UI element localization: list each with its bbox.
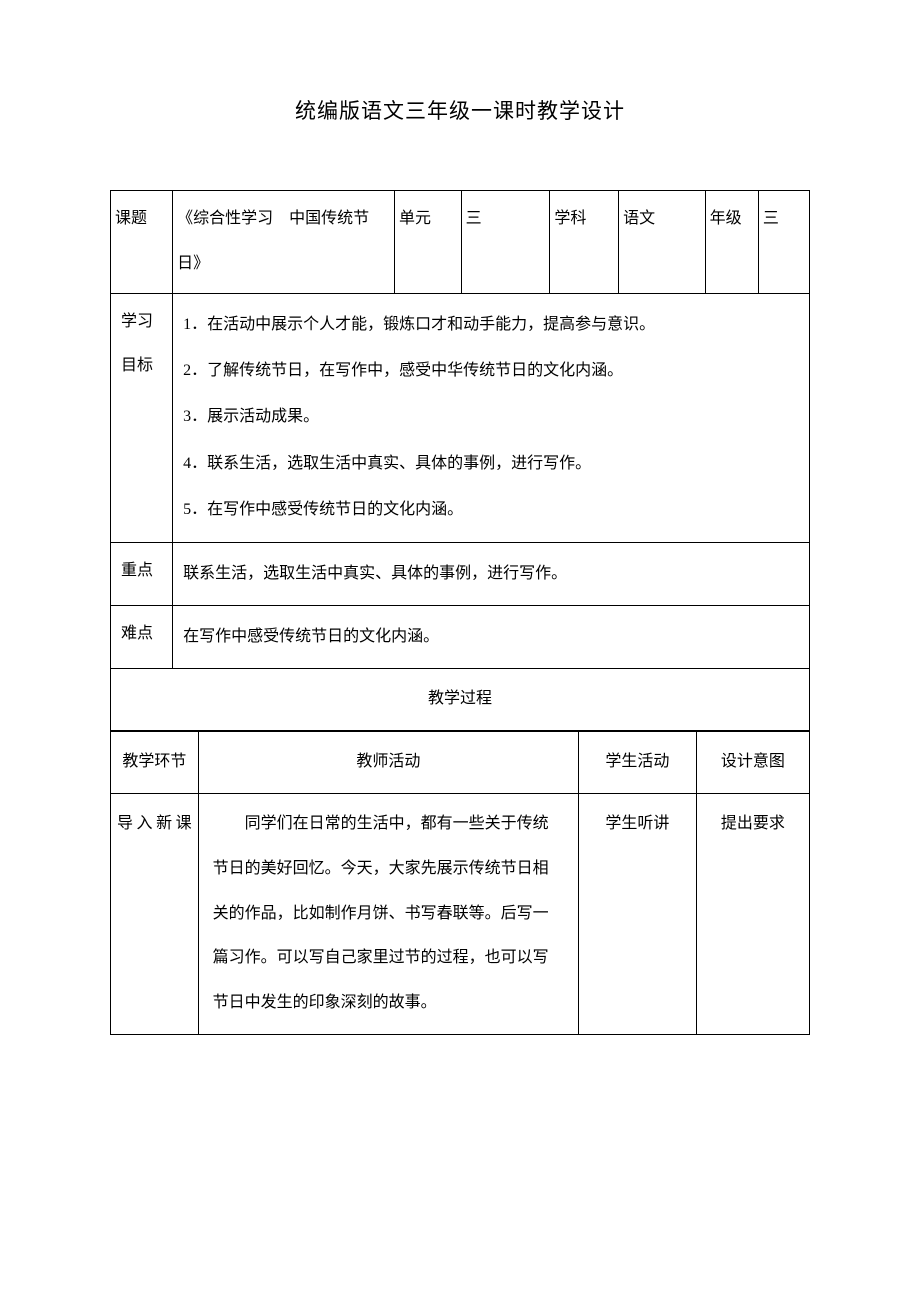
keypoint-label: 重点	[111, 542, 173, 605]
objective-item: 4．联系生活，选取生活中真实、具体的事例，进行写作。	[183, 441, 799, 487]
process-title-row: 教学过程	[111, 669, 810, 731]
difficulty-text: 在写作中感受传统节日的文化内涵。	[173, 605, 810, 668]
grade-label: 年级	[705, 191, 758, 294]
unit-value: 三	[461, 191, 550, 294]
topic-label: 课题	[111, 191, 173, 294]
unit-label: 单元	[395, 191, 462, 294]
objective-item: 5．在写作中感受传统节日的文化内涵。	[183, 487, 799, 533]
subject-label: 学科	[550, 191, 619, 294]
student-header: 学生活动	[579, 732, 697, 794]
objective-item: 3．展示活动成果。	[183, 394, 799, 440]
keypoint-row: 重点 联系生活，选取生活中真实、具体的事例，进行写作。	[111, 542, 810, 605]
teacher-activity-cell: 同学们在日常的生活中，都有一些关于传统节日的美好回忆。今天，大家先展示传统节日相…	[198, 793, 578, 1034]
student-activity-cell: 学生听讲	[579, 793, 697, 1034]
objective-item: 1．在活动中展示个人才能，锻炼口才和动手能力，提高参与意识。	[183, 302, 799, 348]
objective-item: 2．了解传统节日，在写作中，感受中华传统节日的文化内涵。	[183, 348, 799, 394]
stage-cell: 导入新课	[111, 793, 199, 1034]
intent-header: 设计意图	[696, 732, 809, 794]
topic-value: 《综合性学习 中国传统节日》	[173, 191, 395, 294]
keypoint-text: 联系生活，选取生活中真实、具体的事例，进行写作。	[173, 542, 810, 605]
subject-value: 语文	[619, 191, 706, 294]
intent-cell: 提出要求	[696, 793, 809, 1034]
objectives-label: 学习目标	[111, 293, 173, 542]
page-container: 统编版语文三年级一课时教学设计 课题 《综合性学习 中国传统节日》 单元 三 学…	[0, 0, 920, 1035]
process-title: 教学过程	[111, 669, 810, 731]
process-header-row: 教学环节 教师活动 学生活动 设计意图	[111, 732, 810, 794]
lesson-plan-table: 课题 《综合性学习 中国传统节日》 单元 三 学科 语文 年级 三 学习目标 1…	[110, 190, 810, 731]
difficulty-row: 难点 在写作中感受传统节日的文化内涵。	[111, 605, 810, 668]
teacher-header: 教师活动	[198, 732, 578, 794]
objectives-cell: 1．在活动中展示个人才能，锻炼口才和动手能力，提高参与意识。 2．了解传统节日，…	[173, 293, 810, 542]
objectives-row: 学习目标 1．在活动中展示个人才能，锻炼口才和动手能力，提高参与意识。 2．了解…	[111, 293, 810, 542]
difficulty-label: 难点	[111, 605, 173, 668]
process-row: 导入新课 同学们在日常的生活中，都有一些关于传统节日的美好回忆。今天，大家先展示…	[111, 793, 810, 1034]
page-title: 统编版语文三年级一课时教学设计	[110, 95, 810, 125]
stage-header: 教学环节	[111, 732, 199, 794]
header-row: 课题 《综合性学习 中国传统节日》 单元 三 学科 语文 年级 三	[111, 191, 810, 294]
grade-value: 三	[758, 191, 809, 294]
process-table: 教学环节 教师活动 学生活动 设计意图 导入新课 同学们在日常的生活中，都有一些…	[110, 731, 810, 1035]
